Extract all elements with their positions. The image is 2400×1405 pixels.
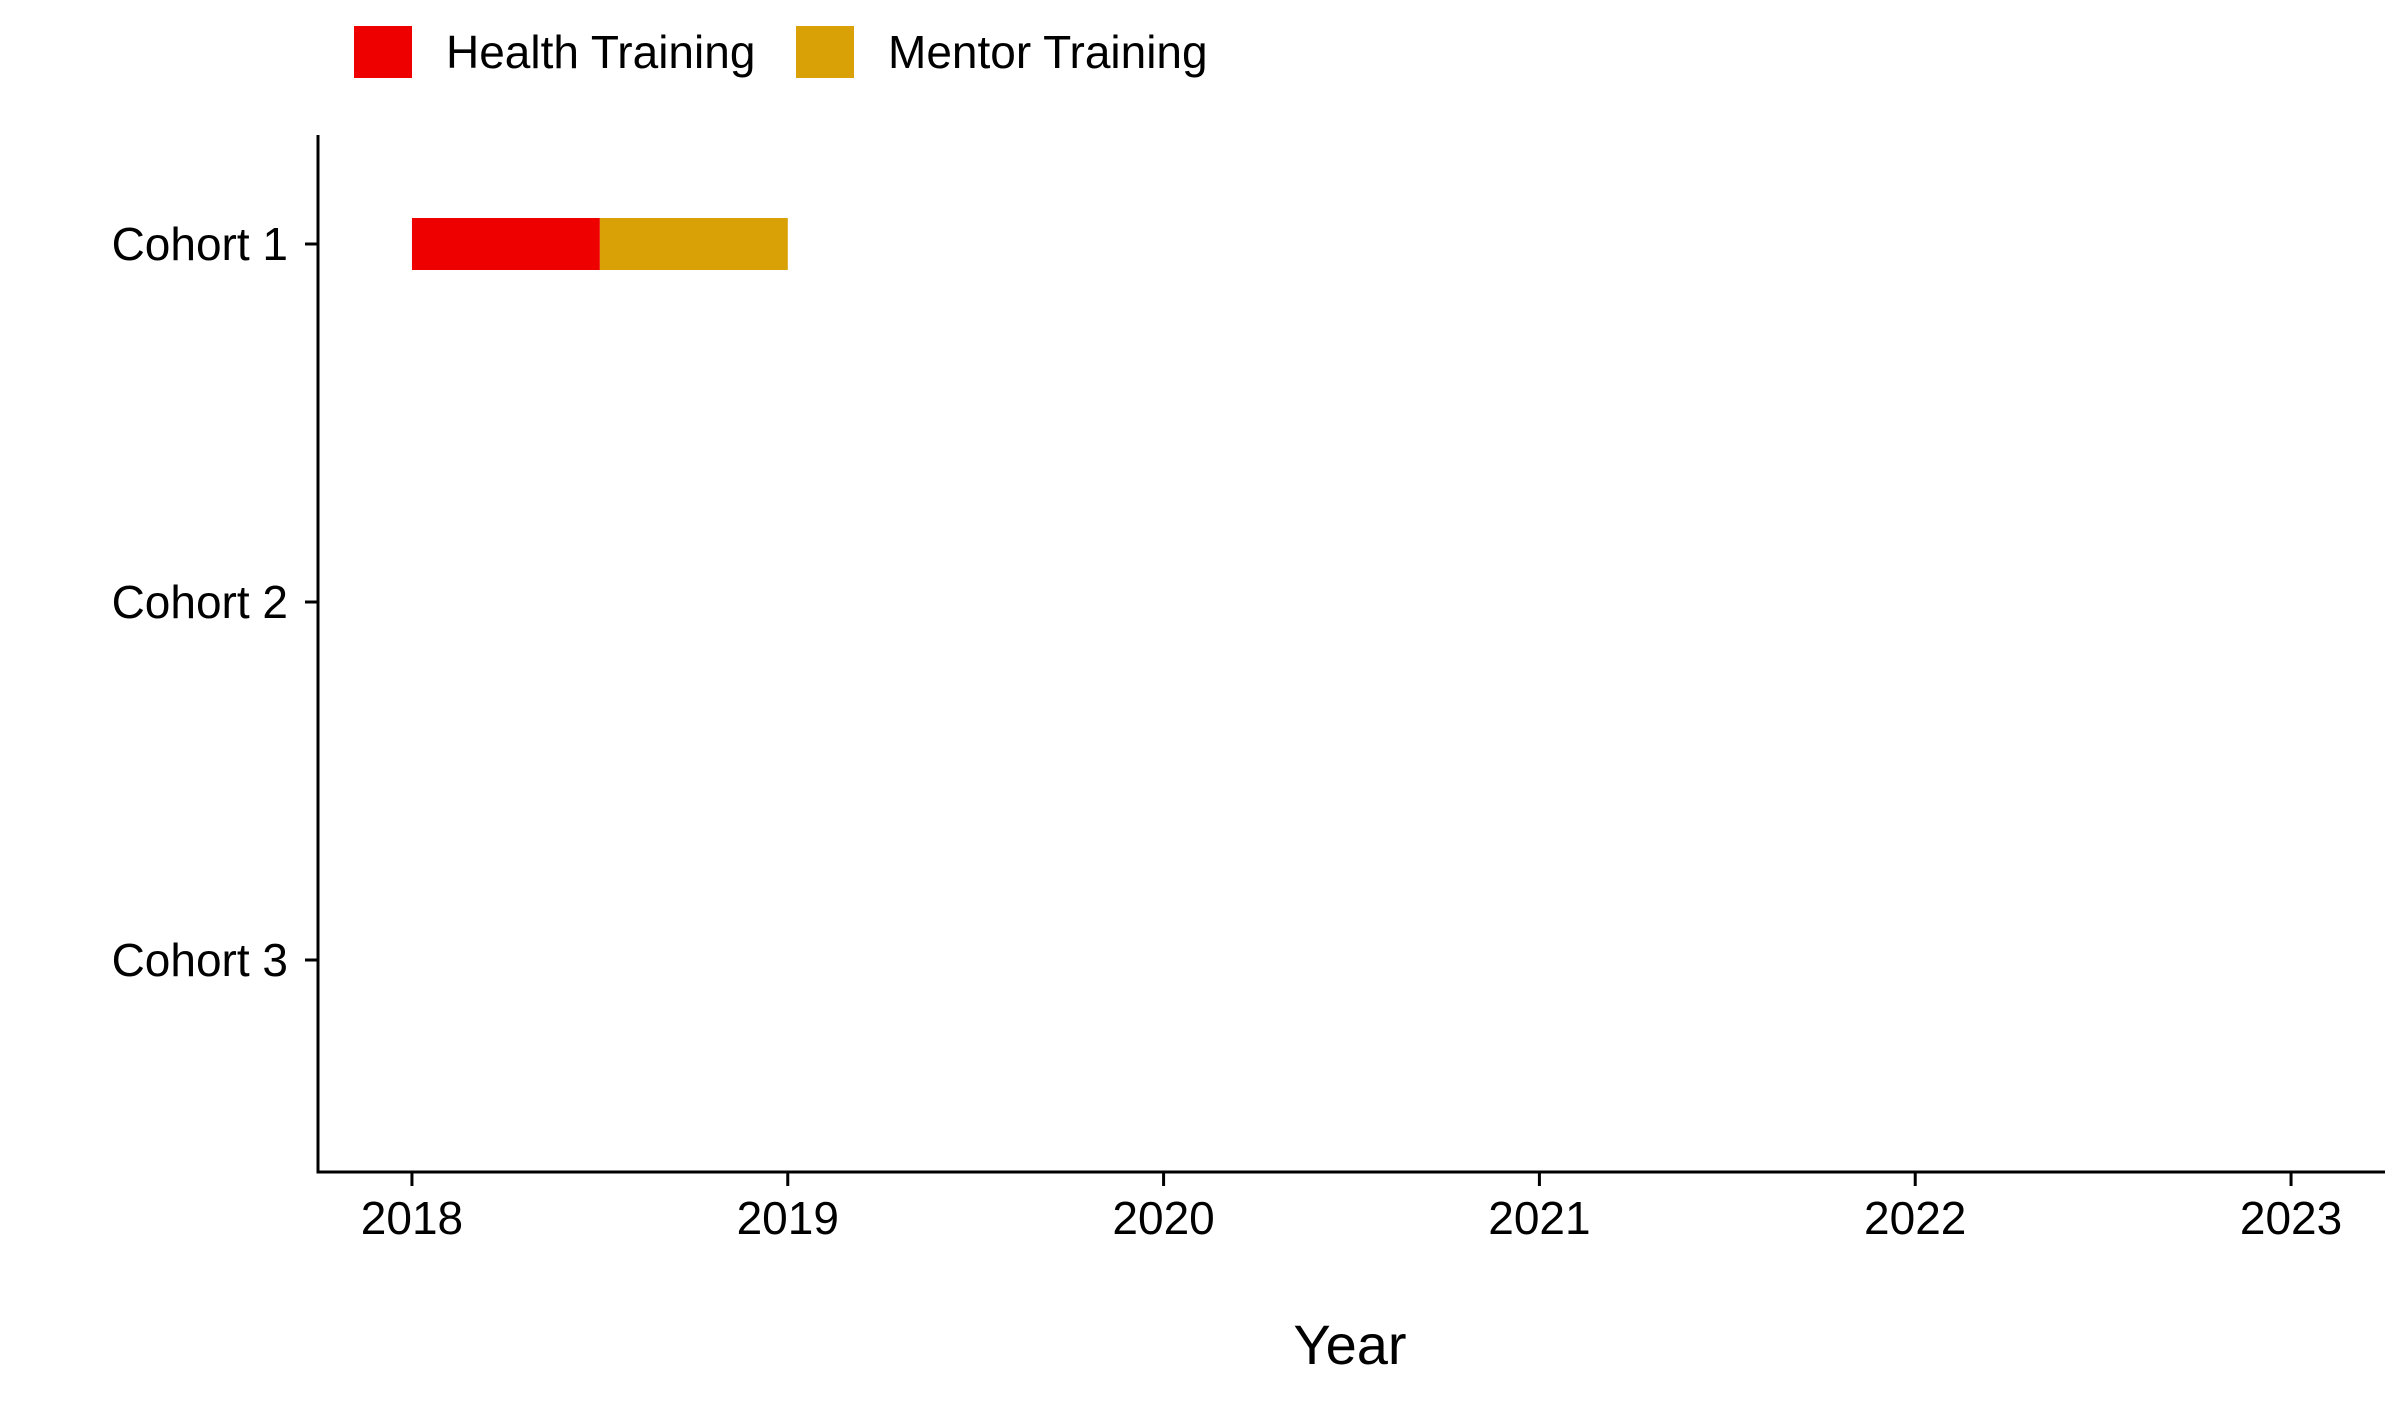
legend-label-mentor-training: Mentor Training [888,26,1208,78]
x-tick-label: 2022 [1864,1192,1966,1244]
x-axis-title: Year [1293,1313,1406,1376]
x-tick-label: 2019 [737,1192,839,1244]
legend: Health Training Mentor Training [354,26,1208,78]
x-tick-label: 2021 [1488,1192,1590,1244]
bar-mentor-training-cohort-1 [599,218,788,270]
bar-health-training-cohort-1 [411,218,600,270]
legend-swatch-mentor-training [796,26,854,78]
x-tick-label: 2018 [361,1192,463,1244]
legend-label-health-training: Health Training [446,26,755,78]
y-tick-label: Cohort 3 [112,934,288,986]
legend-swatch-health-training [354,26,412,78]
y-tick-label: Cohort 2 [112,576,288,628]
x-tick-label: 2020 [1112,1192,1214,1244]
axes: Cohort 1 Cohort 2 Cohort 3 2018 2019 2020 2021… [112,135,2385,1244]
y-tick-label: Cohort 1 [112,218,288,270]
bars [411,218,788,270]
x-tick-label: 2023 [2240,1192,2342,1244]
